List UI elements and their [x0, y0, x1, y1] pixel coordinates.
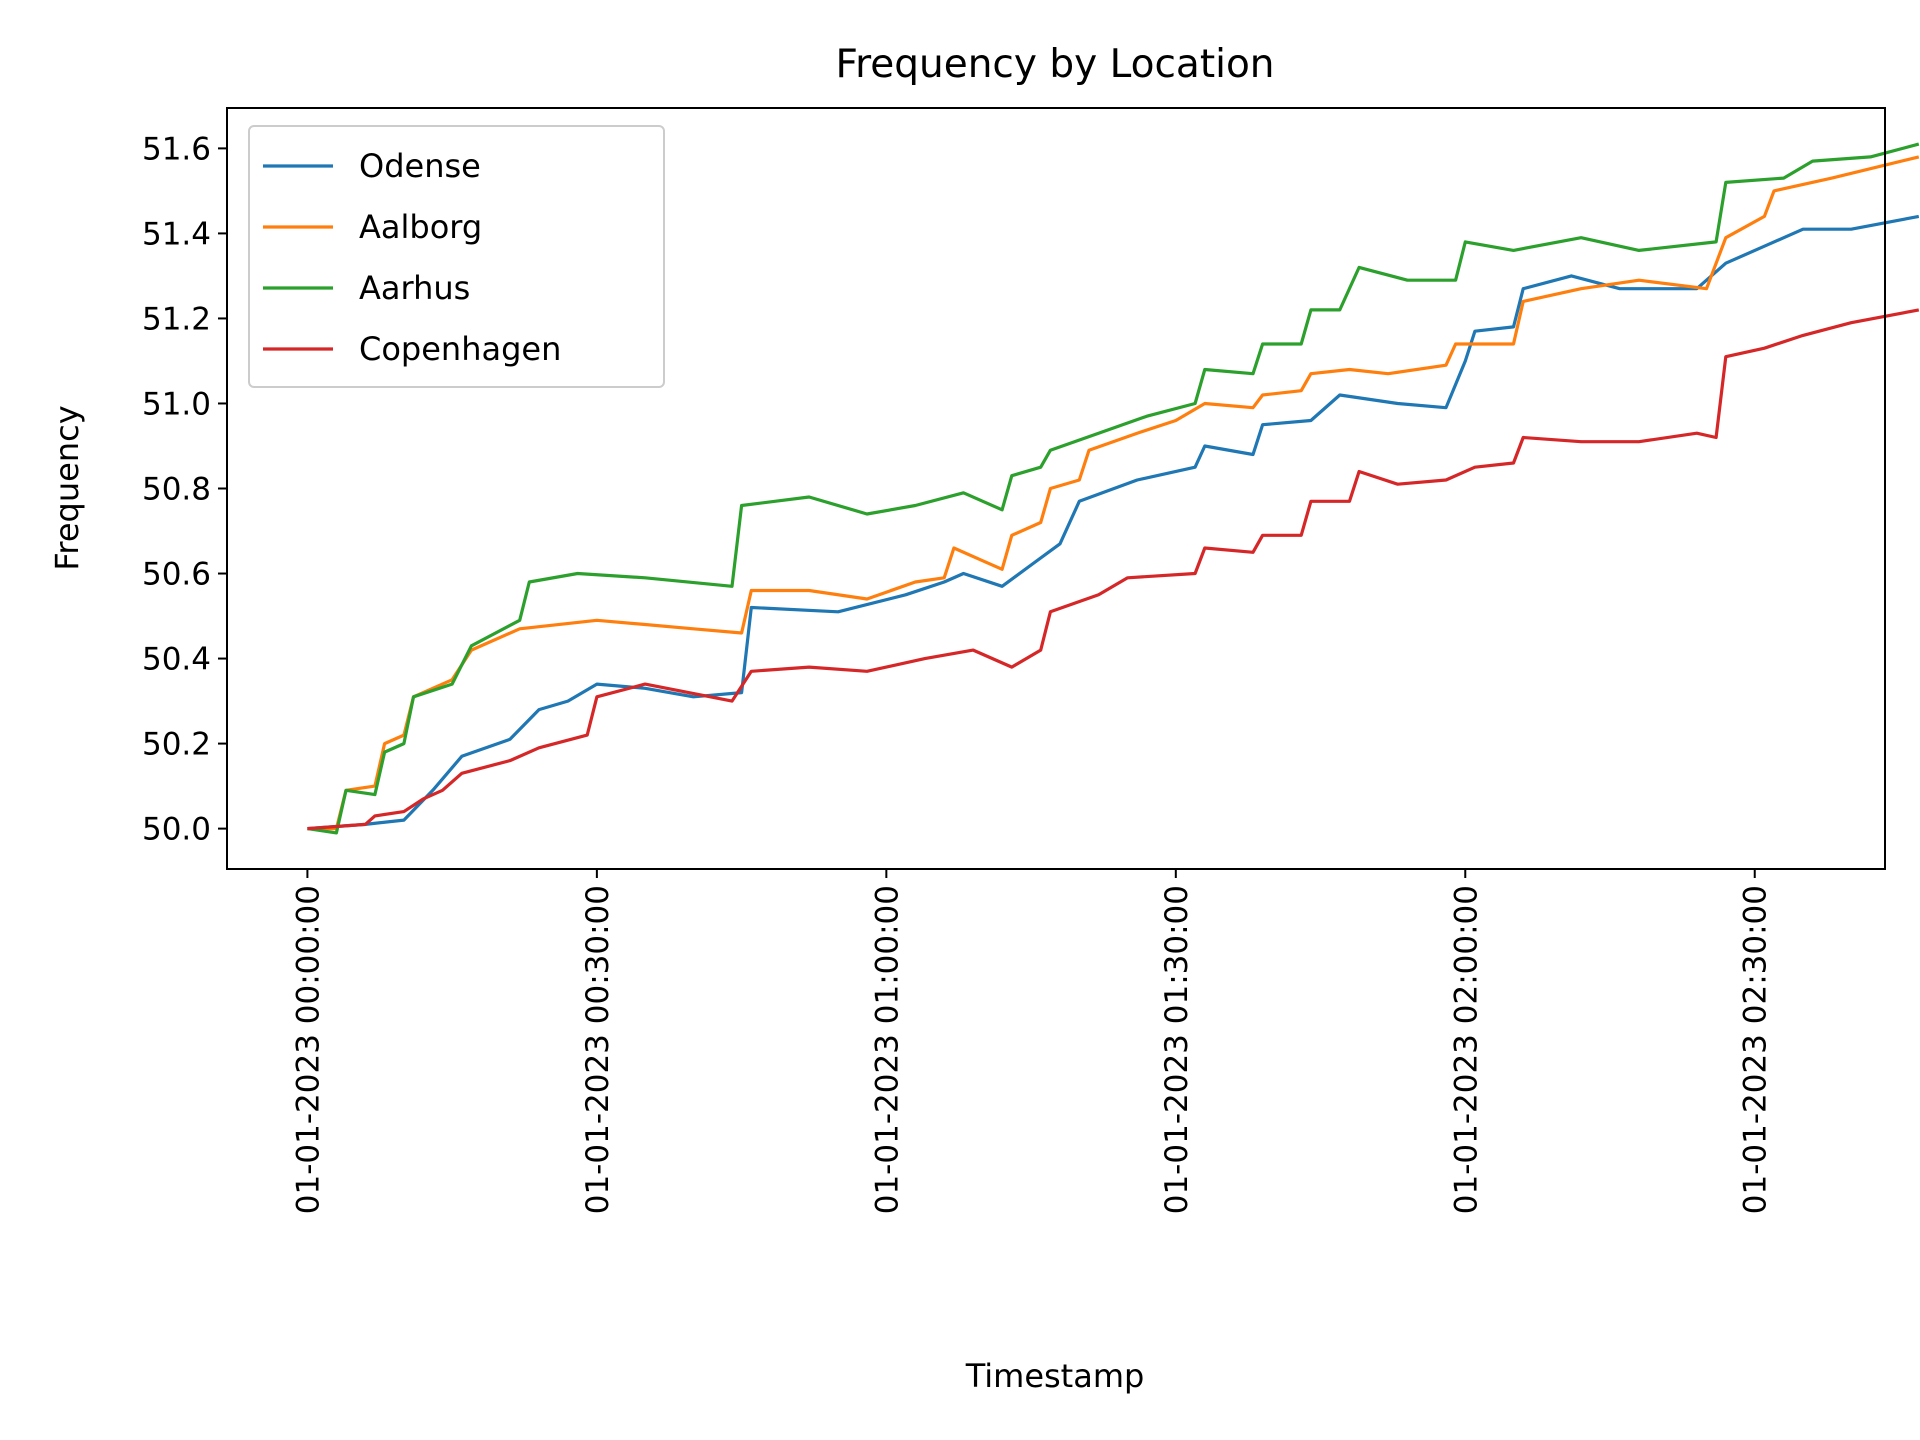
y-tick-label: 50.4 [142, 642, 211, 678]
x-tick-label: 01-01-2023 01:00:00 [869, 885, 905, 1214]
chart-title: Frequency by Location [835, 42, 1274, 87]
legend-label: Aarhus [359, 269, 470, 307]
legend-label: Odense [359, 147, 481, 185]
y-tick-label: 50.8 [142, 472, 211, 508]
legend-label: Copenhagen [359, 330, 561, 368]
x-axis: 01-01-2023 00:00:00 01-01-2023 00:30:00 01… [290, 869, 1774, 1214]
legend-box [248, 125, 665, 388]
y-tick-label: 50.0 [142, 812, 211, 848]
y-axis: 50.0 50.2 50.4 50.6 50.8 51.0 51.2 51.4 51.6 [142, 131, 227, 848]
x-tick-label: 01-01-2023 02:00:00 [1448, 885, 1484, 1214]
y-axis-title: Frequency [48, 405, 86, 570]
series-line-aarhus [307, 142, 1920, 835]
y-tick-label: 51.4 [142, 216, 211, 252]
x-tick-label: 01-01-2023 02:30:00 [1738, 885, 1774, 1214]
legend: Odense Aalborg Aarhus Copenhagen [248, 125, 665, 388]
y-tick-label: 50.2 [142, 727, 211, 763]
y-tick-label: 50.6 [142, 557, 211, 593]
x-axis-title: Timestamp [965, 1357, 1145, 1395]
series-line-copenhagen [307, 308, 1920, 831]
legend-label: Aalborg [359, 208, 482, 246]
x-tick-label: 01-01-2023 00:00:00 [290, 885, 326, 1214]
y-tick-label: 51.2 [142, 301, 211, 337]
y-tick-label: 51.6 [142, 131, 211, 167]
plot-content [307, 142, 1920, 835]
series-line-odense [307, 214, 1920, 831]
x-tick-label: 01-01-2023 01:30:00 [1159, 885, 1195, 1214]
x-tick-label: 01-01-2023 00:30:00 [580, 885, 616, 1214]
y-tick-label: 51.0 [142, 386, 211, 422]
